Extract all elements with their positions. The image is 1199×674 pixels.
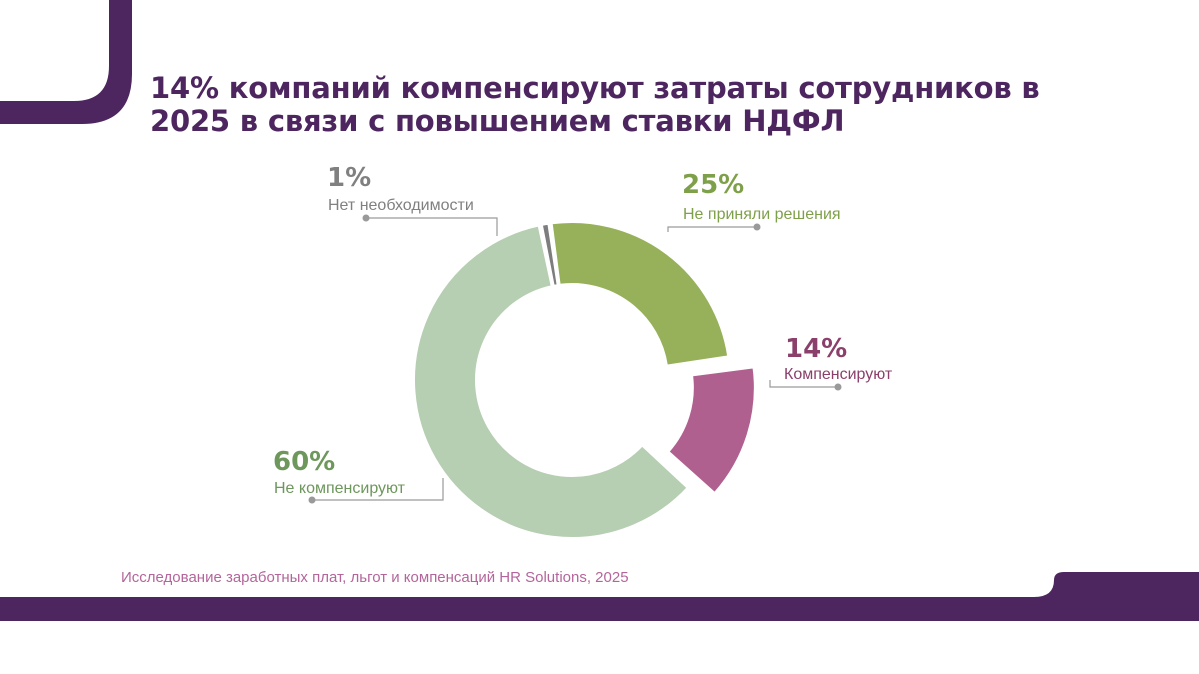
leader-lines	[308, 214, 842, 504]
leader-line-not-compensate-dot	[308, 496, 316, 504]
slice-category-label: Нет необходимости	[328, 197, 474, 214]
slice-category-label: Компенсируют	[784, 366, 893, 383]
slice-category-label: Не компенсируют	[274, 480, 406, 497]
leader-line-compensate	[769, 380, 838, 388]
donut-slice-2	[413, 224, 689, 539]
slice-value-label: 60%	[273, 447, 336, 477]
donut-slices	[413, 221, 756, 539]
leader-line-compensate-dot	[834, 383, 842, 391]
slice-value-label: 1%	[327, 163, 372, 193]
donut-slice-0	[550, 221, 730, 367]
donut-slice-3	[540, 222, 559, 287]
page-title: 14% компаний компенсируют затраты сотруд…	[150, 71, 1040, 138]
slice-value-label: 14%	[785, 334, 848, 364]
leader-line-not-decided	[667, 226, 757, 232]
slice-category-label: Не приняли решения	[683, 206, 841, 223]
donut-slice-1	[666, 366, 756, 495]
source-note: Исследование заработных плат, льгот и ко…	[121, 569, 629, 586]
bottom-band	[0, 572, 1199, 621]
leader-line-no-need-dot	[362, 214, 370, 222]
leader-line-not-decided-dot	[753, 223, 761, 231]
leader-line-no-need	[366, 217, 498, 236]
top-left-corner-band	[0, 0, 132, 124]
leader-line-not-compensate	[312, 478, 444, 501]
slice-value-label: 25%	[682, 170, 745, 200]
